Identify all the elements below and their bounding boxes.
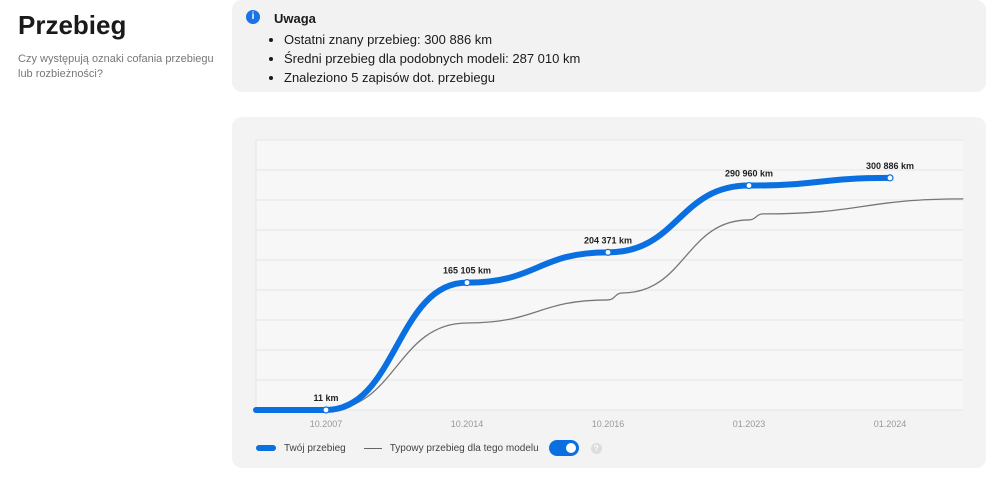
data-label: 290 960 km — [725, 169, 773, 179]
data-label: 300 886 km — [866, 161, 914, 171]
legend-swatch-your-mileage — [256, 445, 276, 451]
plot-area — [256, 140, 963, 410]
legend-label-typical: Typowy przebieg dla tego modelu — [389, 442, 539, 454]
x-tick-label: 01.2023 — [733, 419, 766, 429]
alert-item: Średni przebieg dla podobnych modeli: 28… — [284, 49, 580, 68]
legend-label-your-mileage: Twój przebieg — [284, 442, 346, 454]
your-mileage-line — [253, 174, 893, 413]
help-icon[interactable]: ? — [590, 442, 602, 454]
data-point — [322, 406, 330, 414]
data-label: 165 105 km — [443, 266, 491, 276]
alert-item: Znaleziono 5 zapisów dot. przebiegu — [284, 68, 580, 87]
data-point — [604, 248, 612, 256]
x-tick-label: 10.2016 — [592, 419, 625, 429]
chart-legend: Twój przebieg Typowy przebieg dla tego m… — [256, 440, 602, 456]
legend-swatch-typical — [363, 447, 382, 449]
data-point — [886, 174, 894, 182]
typical-mileage-line — [325, 198, 964, 411]
data-point — [463, 279, 471, 287]
page-title: Przebieg — [18, 10, 127, 40]
alert-item: Ostatni znany przebieg: 300 886 km — [284, 30, 580, 49]
page-subtitle: Czy występują oznaki cofania przebiegu l… — [18, 53, 214, 80]
x-tick-label: 10.2014 — [451, 419, 484, 429]
alert-title: Uwaga — [274, 11, 316, 26]
x-tick-label: 10.2007 — [310, 419, 343, 429]
data-label: 204 371 km — [584, 235, 632, 245]
data-point — [745, 181, 753, 190]
info-icon: i — [246, 10, 260, 24]
x-tick-label: 01.2024 — [874, 419, 907, 429]
warning-alert: i Uwaga Ostatni znany przebieg: 300 886 … — [232, 0, 986, 92]
data-label: 11 km — [313, 393, 338, 403]
typical-mileage-toggle[interactable] — [548, 440, 579, 456]
